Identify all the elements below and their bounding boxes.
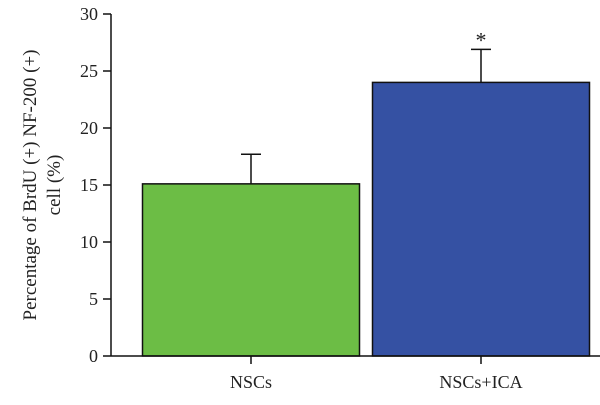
axes-layer <box>103 13 600 364</box>
bar-nscs <box>141 183 361 357</box>
x-tick-label: NSCs <box>230 372 272 392</box>
y-tick-label: 0 <box>89 346 98 366</box>
significance-annotation: * <box>476 27 487 52</box>
y-axis-title: Percentage of BrdU (+) NF-200 (+) cell (… <box>20 50 65 321</box>
y-axis-title-line-1: Percentage of BrdU (+) NF-200 (+) <box>20 50 41 321</box>
bars-layer <box>141 81 591 357</box>
y-tick-label: 5 <box>89 289 98 309</box>
y-tick-label: 30 <box>80 4 98 24</box>
labels-layer: 0 5 10 15 20 25 30 NSCs NSCs+ICA * <box>80 4 523 392</box>
x-tick-label: NSCs+ICA <box>439 372 522 392</box>
y-tick-label: 10 <box>80 232 98 252</box>
y-tick-label: 15 <box>80 175 98 195</box>
error-bars-layer <box>241 48 491 184</box>
y-tick-label: 25 <box>80 61 98 81</box>
y-axis-title-line-2: cell (%) <box>44 155 65 216</box>
bar-nscs-ica <box>371 81 591 357</box>
y-tick-label: 20 <box>80 118 98 138</box>
